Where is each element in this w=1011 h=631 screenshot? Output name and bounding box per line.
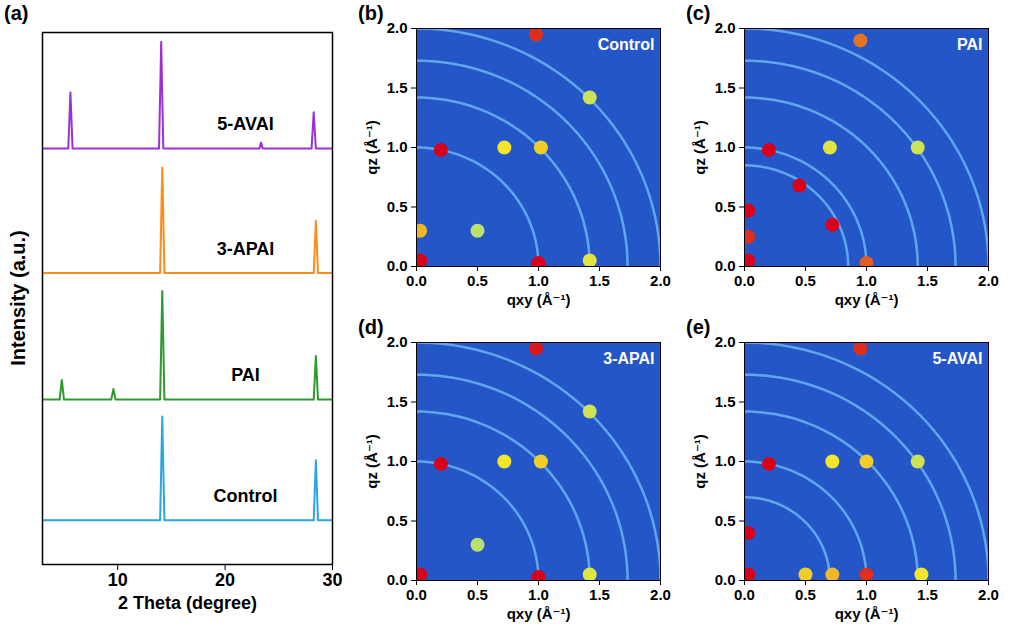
svg-text:1.5: 1.5 [917,586,938,603]
svg-text:30: 30 [322,570,342,590]
html-text:(e): (e) [686,316,711,338]
svg-text:5-AVAI: 5-AVAI [217,114,273,134]
svg-text:0.0: 0.0 [406,272,427,289]
svg-text:1.5: 1.5 [715,393,736,410]
svg-text:0.5: 0.5 [795,586,816,603]
svg-text:5-AVAI: 5-AVAI [932,350,982,367]
svg-text:3-APAI: 3-APAI [217,239,275,259]
svg-text:1.5: 1.5 [589,272,610,289]
svg-text:1.0: 1.0 [528,272,549,289]
svg-text:1.0: 1.0 [856,272,877,289]
svg-text:0.0: 0.0 [734,272,755,289]
svg-text:0.0: 0.0 [715,571,736,588]
svg-text:1.0: 1.0 [715,138,736,155]
svg-text:1.0: 1.0 [715,452,736,469]
html-text:(b): (b) [358,2,384,24]
svg-text:10: 10 [108,570,128,590]
svg-text:2.0: 2.0 [715,19,736,36]
svg-text:1.0: 1.0 [387,138,408,155]
svg-text:qxy (Å⁻¹): qxy (Å⁻¹) [835,605,899,622]
svg-text:1.0: 1.0 [387,452,408,469]
svg-text:0.0: 0.0 [387,571,408,588]
html-text:(a): (a) [4,2,29,24]
svg-text:0.5: 0.5 [467,586,488,603]
svg-text:qz (Å⁻¹): qz (Å⁻¹) [363,434,380,489]
svg-text:2.0: 2.0 [650,586,671,603]
svg-text:0.5: 0.5 [467,272,488,289]
svg-text:2.0: 2.0 [978,272,999,289]
svg-text:0.0: 0.0 [387,257,408,274]
svg-text:2.0: 2.0 [715,333,736,350]
svg-text:qxy (Å⁻¹): qxy (Å⁻¹) [835,291,899,308]
svg-text:1.0: 1.0 [528,586,549,603]
svg-text:Control: Control [214,486,278,506]
svg-text:2 Theta (degree): 2 Theta (degree) [118,593,257,613]
svg-text:20: 20 [215,570,235,590]
svg-text:1.5: 1.5 [917,272,938,289]
svg-text:qxy (Å⁻¹): qxy (Å⁻¹) [507,605,571,622]
svg-text:PAI: PAI [231,365,260,385]
svg-text:1.5: 1.5 [589,586,610,603]
svg-text:1.5: 1.5 [387,393,408,410]
svg-text:0.5: 0.5 [795,272,816,289]
svg-text:2.0: 2.0 [387,19,408,36]
svg-text:qz (Å⁻¹): qz (Å⁻¹) [691,434,708,489]
svg-text:3-APAI: 3-APAI [603,350,654,367]
svg-text:1.0: 1.0 [856,586,877,603]
svg-text:Control: Control [598,36,655,53]
svg-text:qz (Å⁻¹): qz (Å⁻¹) [691,120,708,175]
svg-text:2.0: 2.0 [650,272,671,289]
svg-text:0.5: 0.5 [715,198,736,215]
svg-text:2.0: 2.0 [978,586,999,603]
svg-text:0.0: 0.0 [715,257,736,274]
svg-text:0.5: 0.5 [387,512,408,529]
html-text:Intensity (a.u.): Intensity (a.u.) [6,230,29,366]
svg-text:0.5: 0.5 [715,512,736,529]
svg-text:qxy (Å⁻¹): qxy (Å⁻¹) [507,291,571,308]
svg-text:1.5: 1.5 [387,79,408,96]
svg-text:2.0: 2.0 [387,333,408,350]
svg-text:0.0: 0.0 [406,586,427,603]
html-text:(d): (d) [358,316,384,338]
svg-text:0.0: 0.0 [734,586,755,603]
svg-text:PAI: PAI [957,36,982,53]
svg-text:qz (Å⁻¹): qz (Å⁻¹) [363,120,380,175]
svg-text:1.5: 1.5 [715,79,736,96]
svg-text:0.5: 0.5 [387,198,408,215]
html-text:(c): (c) [686,2,711,24]
